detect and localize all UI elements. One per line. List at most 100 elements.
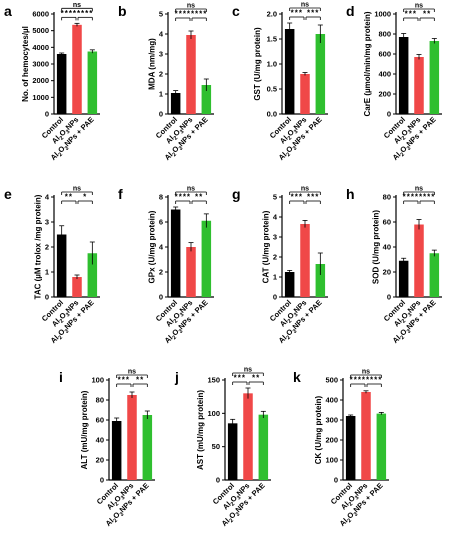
y-tick-label: 0 xyxy=(159,110,163,119)
y-tick-label: 400 xyxy=(378,70,391,79)
bar-pae xyxy=(201,220,212,297)
bar-control xyxy=(170,209,181,297)
y-tick-label: 1 xyxy=(45,268,49,277)
bar-control xyxy=(111,421,122,480)
sig-label: *** xyxy=(307,193,319,202)
y-tick-label: 100 xyxy=(91,376,104,385)
y-tick-label: 0.5 xyxy=(267,85,277,94)
y-tick-label: 0 xyxy=(387,110,391,119)
y-tick-label: 2 xyxy=(45,243,49,252)
panel-letter: b xyxy=(118,3,127,19)
bar-np xyxy=(72,24,82,114)
y-tick-label: 5 xyxy=(159,10,163,19)
bar-control xyxy=(398,37,409,114)
y-tick-label: 2 xyxy=(159,70,163,79)
y-tick-label: 2 xyxy=(273,253,277,262)
y-tick-label: 200 xyxy=(325,436,338,445)
y-tick-label: 200 xyxy=(378,90,391,99)
y-axis-label: CK (U/mg protein) xyxy=(314,395,323,464)
bar-control xyxy=(284,272,295,297)
sig-label: **** xyxy=(175,10,191,19)
panel-letter: i xyxy=(59,369,63,385)
bar-pae xyxy=(315,264,326,297)
sig-label: ** xyxy=(423,10,431,19)
sig-label: **** xyxy=(61,9,77,18)
sig-label: *** xyxy=(234,374,246,383)
y-tick-label: 0 xyxy=(45,110,49,119)
sig-label: *** xyxy=(118,376,130,385)
y-tick-label: 0 xyxy=(159,293,163,302)
sig-label: **** xyxy=(191,10,207,19)
y-tick-label: 60 xyxy=(96,416,104,425)
bar-control xyxy=(170,93,181,114)
bar-control xyxy=(284,29,295,114)
sig-label: ns xyxy=(187,186,195,193)
bar-pae xyxy=(376,413,387,480)
sig-label: ns xyxy=(362,369,370,376)
y-tick-label: 0 xyxy=(387,293,391,302)
bar-control xyxy=(345,416,356,480)
sig-label: *** xyxy=(307,9,319,18)
sig-label: ** xyxy=(195,193,203,202)
y-tick-label: 4 xyxy=(273,213,278,222)
y-axis-label: MDA (nm/mg) xyxy=(148,38,157,90)
y-tick-label: 0 xyxy=(100,476,104,485)
y-tick-label: 20 xyxy=(96,456,104,465)
y-tick-label: 3 xyxy=(45,218,49,227)
panel-letter: d xyxy=(346,3,355,19)
bar-control xyxy=(227,423,238,480)
sig-label: ns xyxy=(187,3,195,10)
sig-label: ns xyxy=(415,186,423,193)
y-tick-label: 1.5 xyxy=(267,35,277,44)
bar-pae xyxy=(87,51,98,114)
bar-np xyxy=(300,74,310,114)
y-tick-label: 400 xyxy=(325,396,338,405)
sig-label: **** xyxy=(366,376,382,385)
sig-label: ns xyxy=(415,3,423,10)
y-tick-label: 80 xyxy=(96,396,104,405)
bar-pae xyxy=(429,41,440,114)
sig-label: ** xyxy=(65,193,73,202)
bar-np xyxy=(72,277,82,297)
y-tick-label: 8 xyxy=(159,193,163,202)
sig-label: *** xyxy=(291,9,303,18)
y-tick-label: 50 xyxy=(212,442,220,451)
sig-label: **** xyxy=(175,193,191,202)
y-tick-label: 4 xyxy=(159,30,164,39)
bar-np xyxy=(300,224,310,297)
sig-label: **** xyxy=(403,193,419,202)
y-tick-label: 1 xyxy=(273,273,277,282)
panel-letter: g xyxy=(232,186,241,202)
y-tick-label: 1.0 xyxy=(267,60,277,69)
y-tick-label: 600 xyxy=(378,50,391,59)
y-tick-label: 3 xyxy=(273,233,277,242)
y-tick-label: 80 xyxy=(383,193,391,202)
y-tick-label: 40 xyxy=(96,436,104,445)
sig-label: ns xyxy=(244,367,252,374)
bar-np xyxy=(414,57,424,114)
panel-letter: f xyxy=(118,186,123,202)
y-tick-label: 2.0 xyxy=(267,10,277,19)
bar-pae xyxy=(315,34,326,114)
bar-pae xyxy=(258,414,269,480)
panel-letter: j xyxy=(174,369,179,385)
bar-np xyxy=(186,247,196,297)
y-axis-label: CarE (µmol/min/mg protein) xyxy=(363,11,372,116)
y-axis-label: GST (U/mg protein) xyxy=(253,27,262,101)
y-tick-label: 60 xyxy=(383,218,391,227)
bar-pae xyxy=(142,415,153,480)
bar-pae xyxy=(87,253,98,297)
bar-np xyxy=(414,224,424,297)
sig-label: **** xyxy=(77,9,93,18)
y-axis-label: No. of hemocytes/µl xyxy=(21,26,30,102)
bar-control xyxy=(56,54,67,114)
y-tick-label: 1000 xyxy=(374,10,391,19)
